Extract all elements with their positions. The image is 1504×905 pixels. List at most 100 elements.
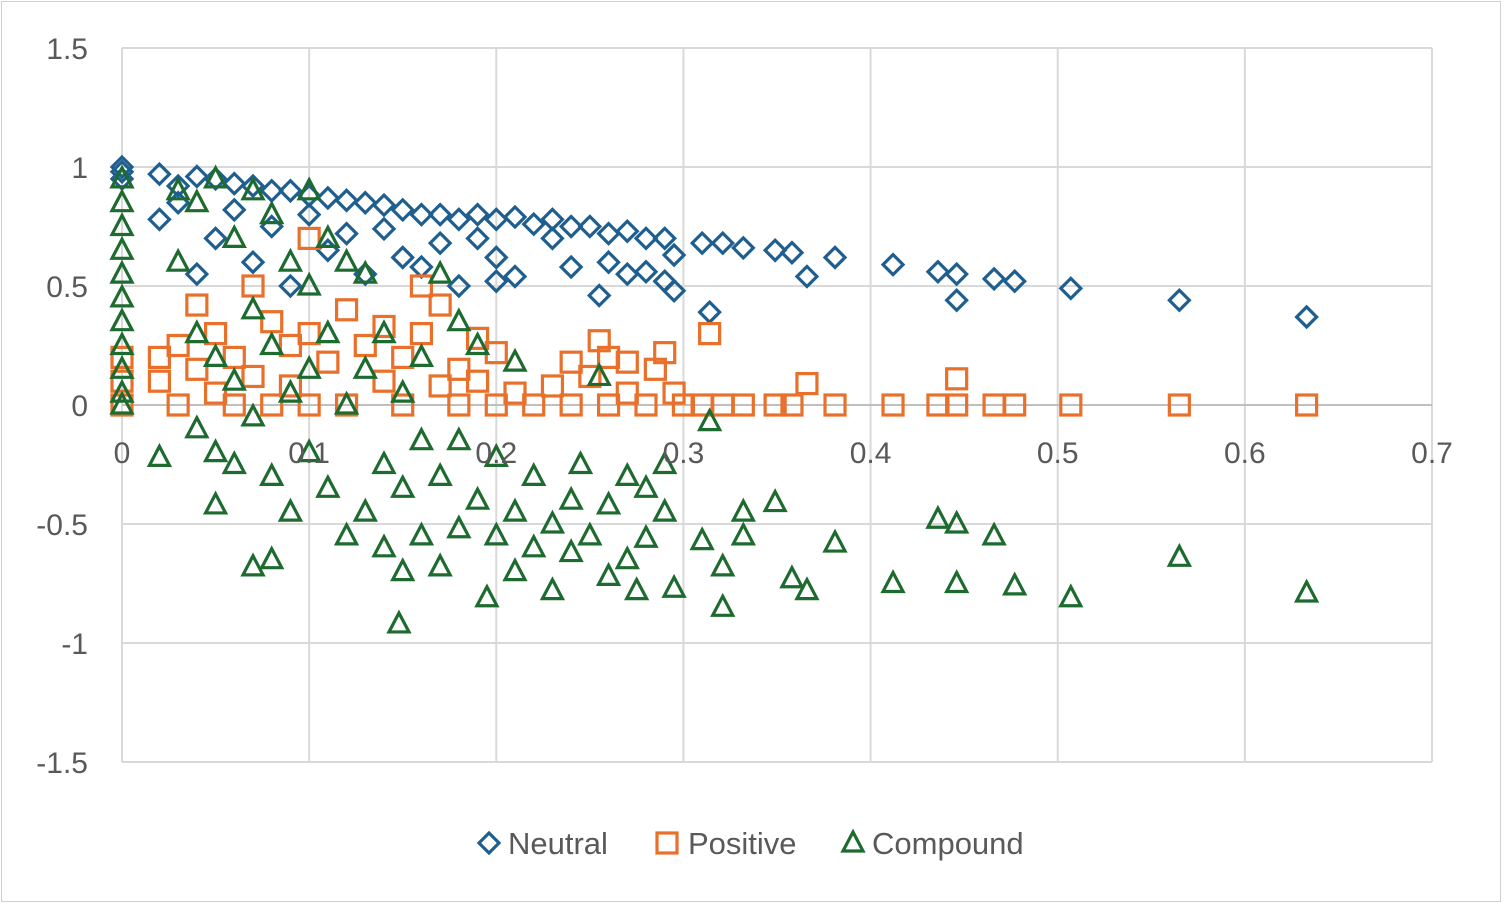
positive-point	[763, 393, 787, 417]
compound-point	[710, 592, 736, 617]
neutral-point	[427, 230, 453, 256]
compound-point	[390, 557, 416, 582]
positive-point	[391, 393, 415, 417]
neutral-point	[925, 259, 951, 284]
positive-point	[147, 345, 172, 369]
neutral-point	[109, 159, 135, 185]
legend-label: Positive	[688, 826, 797, 861]
legend: Neutral Positive Compound	[476, 826, 1024, 861]
series-compound	[109, 164, 1320, 634]
positive-point	[731, 393, 755, 417]
neutral-point	[240, 173, 266, 199]
legend-label: Neutral	[508, 826, 608, 861]
compound-point	[1293, 578, 1320, 603]
compound-point	[390, 378, 416, 403]
positive-point	[447, 357, 471, 381]
neutral-point	[390, 245, 415, 270]
positive-point	[391, 345, 415, 369]
neutral-point	[484, 245, 509, 270]
compound-point	[109, 188, 135, 213]
x-tick-label: 0.5	[1037, 437, 1079, 470]
compound-point	[464, 485, 491, 510]
compound-point	[109, 331, 135, 356]
compound-point	[352, 259, 378, 284]
compound-point	[109, 164, 135, 189]
neutral-point	[390, 197, 415, 223]
neutral-point	[521, 211, 546, 237]
neutral-point	[334, 221, 359, 246]
compound-point	[184, 414, 210, 439]
compound-point	[730, 497, 756, 522]
positive-point	[185, 293, 209, 317]
compound-point	[822, 528, 848, 553]
compound-point	[427, 461, 453, 486]
positive-point	[465, 369, 490, 393]
compound-point	[446, 514, 472, 539]
compound-point	[259, 545, 285, 570]
compound-point	[521, 461, 547, 486]
positive-point	[615, 350, 639, 374]
compound-point	[925, 504, 951, 529]
neutral-point	[944, 288, 969, 313]
y-tick-label: -1.5	[36, 747, 88, 780]
neutral-point	[484, 268, 509, 294]
neutral-point	[502, 264, 528, 289]
compound-point	[730, 521, 756, 546]
neutral-point	[586, 283, 612, 308]
compound-point	[408, 521, 435, 546]
compound-point	[202, 438, 229, 463]
positive-point	[428, 374, 452, 398]
neutral-point	[165, 173, 191, 199]
neutral-point	[222, 197, 247, 223]
compound-point	[259, 461, 285, 486]
compound-point	[277, 247, 304, 272]
positive-point	[316, 350, 340, 374]
neutral-point	[222, 171, 247, 196]
x-tick-label: 0.4	[850, 437, 892, 470]
positive-point	[203, 381, 228, 405]
compound-point	[259, 200, 285, 225]
compound-point	[539, 576, 566, 601]
neutral-point	[697, 299, 722, 325]
neutral-point	[652, 226, 677, 251]
compound-point	[1058, 583, 1084, 608]
neutral-point	[502, 204, 528, 230]
compound-point	[502, 347, 528, 372]
neutral-point	[484, 207, 509, 232]
neutral-point	[446, 207, 472, 232]
compound-point	[652, 450, 678, 475]
compound-point	[371, 319, 397, 344]
positive-point	[503, 381, 527, 405]
compound-point	[109, 390, 135, 415]
positive-point	[945, 393, 969, 417]
neutral-point	[981, 266, 1007, 292]
compound-point	[474, 583, 500, 608]
compound-point	[333, 521, 360, 546]
series-positive	[110, 226, 1319, 417]
positive-point	[634, 393, 658, 417]
positive-point	[222, 345, 246, 369]
compound-point	[762, 488, 788, 513]
compound-point	[315, 319, 341, 344]
positive-point	[823, 393, 847, 417]
positive-point	[353, 333, 377, 358]
compound-point	[315, 473, 341, 498]
neutral-point	[794, 264, 820, 289]
neutral-point	[615, 261, 640, 287]
neutral-point	[661, 242, 687, 268]
tick-labels: 0 0.1 0.2 0.3 0.4 0.5 0.6 0.7 1.5 1 0.5 0 -0.5 -1 -1.5	[36, 33, 1453, 780]
y-tick-label: 1.5	[46, 33, 88, 66]
compound-point	[464, 331, 491, 356]
neutral-point	[1167, 288, 1192, 313]
compound-point	[944, 569, 970, 594]
positive-point	[540, 374, 565, 398]
positive-point	[409, 322, 434, 346]
x-tick-label: 0.1	[288, 437, 330, 470]
compound-point	[521, 533, 547, 558]
compound-point	[427, 259, 453, 284]
neutral-point	[1058, 276, 1084, 301]
y-tick-label: 1	[71, 152, 88, 185]
neutral-point	[296, 202, 322, 227]
x-tick-label: 0.2	[475, 437, 517, 470]
